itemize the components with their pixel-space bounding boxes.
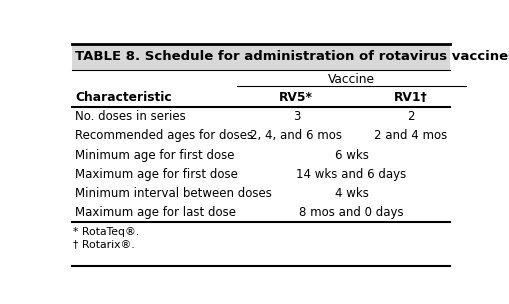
Text: Maximum age for first dose: Maximum age for first dose [75,168,238,181]
Text: Maximum age for last dose: Maximum age for last dose [75,206,237,219]
Text: No. doses in series: No. doses in series [75,110,186,123]
Text: † Rotarix®.: † Rotarix®. [73,240,135,249]
Text: 2: 2 [407,110,414,123]
Text: 8 mos and 0 days: 8 mos and 0 days [299,206,404,219]
Text: 3: 3 [293,110,300,123]
Text: Recommended ages for doses: Recommended ages for doses [75,130,253,143]
Text: 2 and 4 mos: 2 and 4 mos [374,130,447,143]
Text: RV1†: RV1† [394,91,428,104]
FancyBboxPatch shape [71,43,450,71]
Text: Minimum interval between doses: Minimum interval between doses [75,187,272,200]
Text: 14 wks and 6 days: 14 wks and 6 days [296,168,407,181]
Text: 4 wks: 4 wks [334,187,369,200]
Text: Minimum age for first dose: Minimum age for first dose [75,149,235,162]
Text: RV5*: RV5* [279,91,314,104]
Text: Characteristic: Characteristic [75,91,172,104]
Text: 6 wks: 6 wks [334,149,369,162]
Text: Vaccine: Vaccine [328,73,375,86]
Text: TABLE 8. Schedule for administration of rotavirus vaccines: TABLE 8. Schedule for administration of … [75,50,509,64]
Text: 2, 4, and 6 mos: 2, 4, and 6 mos [250,130,343,143]
Text: * RotaTeq®.: * RotaTeq®. [73,226,140,237]
